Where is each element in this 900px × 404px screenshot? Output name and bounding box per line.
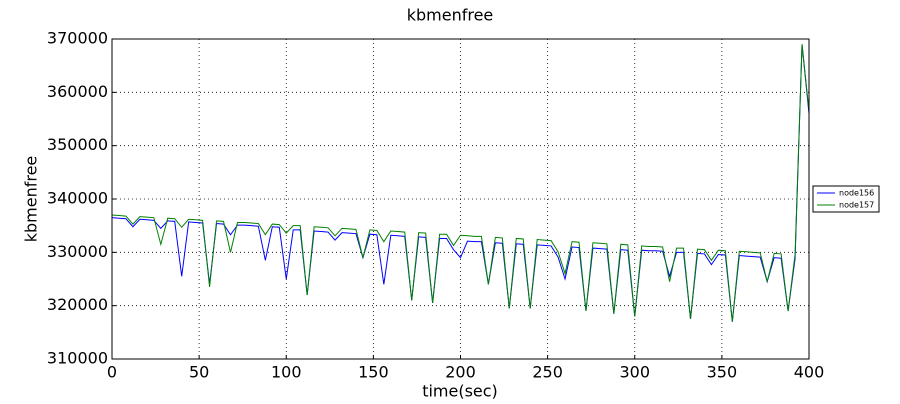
x-tick-label: 300: [619, 363, 650, 382]
x-tick-label: 400: [794, 363, 825, 382]
y-tick-label: 340000: [47, 189, 108, 208]
x-tick-label: 250: [532, 363, 563, 382]
x-tick-label: 100: [271, 363, 302, 382]
x-axis-label: time(sec): [422, 382, 498, 401]
line-series: [111, 44, 810, 322]
legend-label: node156: [839, 189, 874, 198]
plot-frame: [111, 38, 810, 360]
x-tick-label: 150: [358, 363, 389, 382]
y-tick-label: 310000: [47, 349, 108, 368]
legend-box: [812, 185, 880, 213]
y-axis-label: kbmenfree: [22, 156, 41, 243]
legend-label: node157: [839, 201, 874, 210]
y-tick-label: 330000: [47, 242, 108, 261]
chart-title: kbmenfree: [407, 6, 494, 25]
x-tick-label: 200: [445, 363, 476, 382]
y-tick-label: 360000: [47, 82, 108, 101]
x-tick-label: 350: [707, 363, 738, 382]
y-tick-label: 370000: [47, 29, 108, 48]
y-tick-label: 350000: [47, 135, 108, 154]
y-tick-label: 320000: [47, 295, 108, 314]
x-tick-label: 0: [107, 363, 117, 382]
x-tick-label: 50: [189, 363, 209, 382]
